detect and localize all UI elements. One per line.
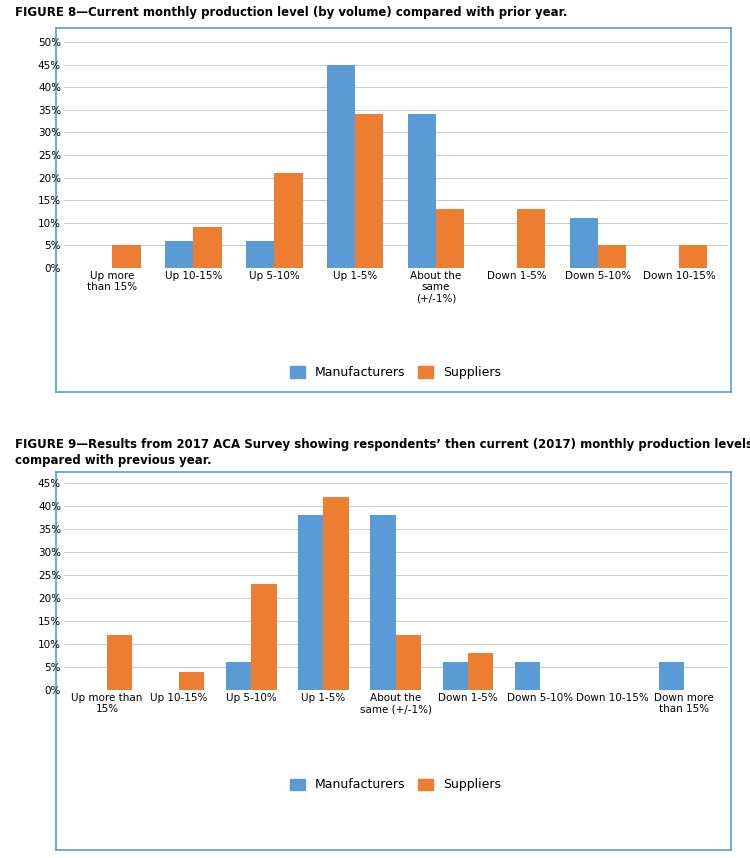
Legend: Manufacturers, Suppliers: Manufacturers, Suppliers xyxy=(290,366,501,379)
Bar xyxy=(298,515,323,690)
Bar xyxy=(396,635,421,690)
Legend: Manufacturers, Suppliers: Manufacturers, Suppliers xyxy=(290,778,501,791)
Bar xyxy=(194,227,221,268)
Bar xyxy=(436,209,464,268)
Bar xyxy=(246,241,274,268)
Bar xyxy=(327,64,356,268)
Bar xyxy=(112,245,141,268)
Bar xyxy=(323,497,349,690)
Bar xyxy=(659,662,684,690)
Bar xyxy=(179,672,205,690)
Bar xyxy=(517,209,545,268)
Bar xyxy=(468,653,493,690)
Bar xyxy=(274,173,302,268)
Bar xyxy=(442,662,468,690)
Bar xyxy=(514,662,540,690)
Bar xyxy=(165,241,194,268)
Bar xyxy=(356,114,383,268)
Bar xyxy=(679,245,707,268)
Bar xyxy=(570,218,598,268)
Text: compared with previous year.: compared with previous year. xyxy=(15,454,211,467)
Bar xyxy=(598,245,626,268)
Bar xyxy=(408,114,436,268)
Bar xyxy=(251,584,277,690)
Bar xyxy=(107,635,132,690)
Bar xyxy=(226,662,251,690)
Text: FIGURE 8—Current monthly production level (by volume) compared with prior year.: FIGURE 8—Current monthly production leve… xyxy=(15,6,568,19)
Bar xyxy=(370,515,396,690)
Text: FIGURE 9—Results from 2017 ACA Survey showing respondents’ then current (2017) m: FIGURE 9—Results from 2017 ACA Survey sh… xyxy=(15,438,750,451)
